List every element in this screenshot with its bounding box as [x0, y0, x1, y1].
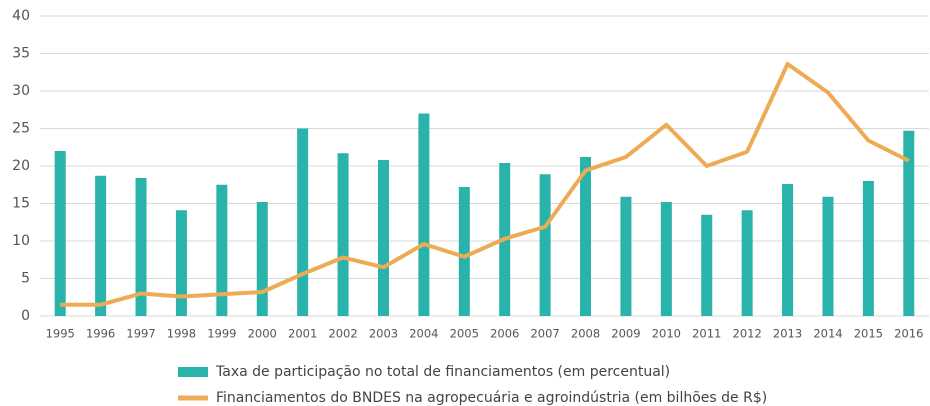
y-tick-label: 10 — [12, 233, 30, 249]
bar — [782, 184, 794, 316]
x-tick-label: 1998 — [167, 327, 196, 341]
x-tick-label: 2007 — [530, 327, 559, 341]
bar — [620, 196, 632, 316]
bar — [337, 153, 349, 316]
y-tick-label: 35 — [12, 46, 30, 62]
bar — [701, 214, 713, 316]
x-tick-label: 1999 — [207, 327, 236, 341]
x-tick-label: 2000 — [248, 327, 277, 341]
y-tick-label: 15 — [12, 196, 30, 212]
x-tick-label: 2002 — [328, 327, 357, 341]
x-tick-label: 2008 — [571, 327, 600, 341]
bar — [297, 128, 309, 316]
bar — [862, 181, 874, 316]
x-tick-label: 2011 — [692, 327, 721, 341]
legend-label: Taxa de participação no total de financi… — [215, 364, 670, 380]
x-tick-label: 2001 — [288, 327, 317, 341]
y-tick-label: 25 — [12, 121, 30, 137]
x-tick-label: 2014 — [813, 327, 842, 341]
x-tick-label: 2005 — [450, 327, 479, 341]
x-tick-label: 2004 — [409, 327, 438, 341]
x-tick-label: 2015 — [854, 327, 883, 341]
x-tick-label: 1996 — [86, 327, 115, 341]
y-tick-label: 0 — [21, 308, 30, 324]
x-tick-label: 2006 — [490, 327, 519, 341]
bar — [175, 210, 187, 316]
bar — [741, 210, 753, 316]
y-tick-label: 20 — [12, 158, 30, 174]
x-tick-label: 1995 — [46, 327, 75, 341]
bar — [216, 184, 228, 316]
x-tick-label: 2013 — [773, 327, 802, 341]
legend-label: Financiamentos do BNDES na agropecuária … — [216, 390, 767, 406]
bar — [256, 202, 268, 316]
x-tick-label: 2009 — [611, 327, 640, 341]
bar — [580, 157, 592, 316]
line — [60, 62, 910, 307]
y-tick-label: 5 — [21, 271, 30, 287]
x-tick-label: 2003 — [369, 327, 398, 341]
bar — [822, 196, 834, 316]
bar — [377, 160, 389, 316]
bar — [135, 178, 147, 316]
bar — [458, 187, 470, 316]
x-tick-label: 2016 — [894, 327, 923, 341]
x-tick-label: 1997 — [126, 327, 155, 341]
bar — [95, 175, 107, 316]
bar — [903, 130, 915, 316]
bar — [539, 174, 551, 316]
x-tick-label: 2010 — [652, 327, 681, 341]
y-tick-label: 30 — [12, 83, 30, 99]
bar — [54, 151, 66, 316]
x-tick-label: 2012 — [733, 327, 762, 341]
legend-swatch — [178, 367, 208, 377]
y-tick-label: 40 — [12, 8, 30, 24]
bar — [418, 113, 430, 316]
bar — [660, 202, 672, 316]
